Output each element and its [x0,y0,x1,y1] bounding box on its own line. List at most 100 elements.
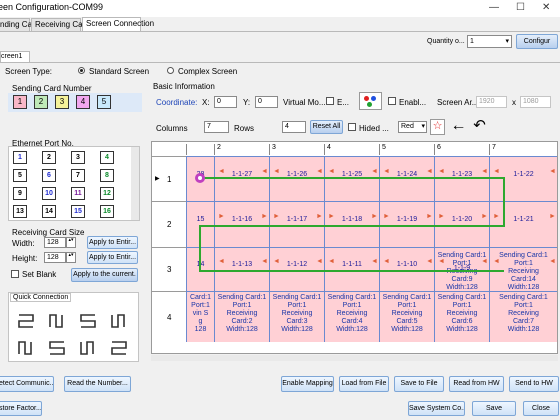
ethernet-port-button-11[interactable]: 11 [71,187,85,200]
quick-connection-pattern-icon[interactable] [48,313,66,331]
ethernet-scrollbar[interactable] [131,147,139,220]
set-blank-checkbox[interactable] [11,270,19,278]
configure-button[interactable]: Configur [516,34,558,49]
quantity-select[interactable]: 1 ▾ [467,35,512,48]
grid-cell[interactable]: 1-1-12 ◄ ◄ [269,247,324,291]
star-icon[interactable]: ☆ [430,119,445,135]
sending-card-button-1[interactable]: 1 [13,95,27,109]
virtual-mode-checkbox[interactable] [326,97,334,105]
grid-cell[interactable]: Sending Card:1 Port:1 Receiving Card:14 Widt… [489,247,557,291]
quick-connection-pattern-icon[interactable] [110,340,128,358]
grid-cell[interactable]: 1-1-11 ◄ ◄ [324,247,379,291]
grid-cell[interactable]: 1-1-17 ► ► [269,201,324,247]
sending-card-button-4[interactable]: 4 [76,95,90,109]
quick-connection-pattern-icon[interactable] [17,340,35,358]
grid-horizontal-scrollbar[interactable] [151,355,558,361]
quick-connection-pattern-icon[interactable] [17,313,35,331]
ethernet-port-button-5[interactable]: 5 [13,169,27,182]
subtab-screen1[interactable]: creen1 [0,51,30,63]
save-to-file-button[interactable]: Save to File [394,376,444,392]
grid-cell[interactable]: 1-1-20 ► ► [434,201,489,247]
grid-cell[interactable]: Sending Card:1 Port:1 Receiving Card:4 Width… [324,291,379,343]
arrow-icon: ◄ [316,167,323,175]
tab-sending-card[interactable]: nding Card [0,18,39,31]
y-input[interactable]: 0 [255,96,278,108]
apply-height-button[interactable]: Apply to Entir... [87,251,138,264]
card-width-input[interactable]: 128 [44,237,66,248]
tab-screen-connection[interactable]: Screen Connection [82,17,154,31]
load-from-file-button[interactable]: Load from File [339,376,389,392]
grid-cell[interactable]: Sending Card:1 Port:1 Receiving Card:6 Width… [434,291,489,343]
ethernet-port-button-9[interactable]: 9 [13,187,27,200]
row-header: 3 [152,247,186,291]
color-palette-button[interactable] [359,92,382,110]
save-button[interactable]: Save [472,401,516,416]
sending-card-button-2[interactable]: 2 [34,95,48,109]
grid-cell[interactable]: 1-1-10 ◄ ◄ [379,247,434,291]
read-from-hw-button[interactable]: Read from HW [449,376,504,392]
rows-input[interactable]: 4 [282,121,306,133]
color-select[interactable]: Red ▾ [398,121,427,133]
x-input[interactable]: 0 [214,96,237,108]
read-number-button[interactable]: Read the Number... [64,376,131,392]
standard-screen-radio[interactable] [78,67,85,74]
grid-cell[interactable]: Sending Card:1 Port:1 Receiving Card:7 Width… [489,291,557,343]
back-arrow-icon[interactable]: ← [450,117,467,134]
width-spinner[interactable]: ▴▾ [66,237,76,248]
grid-cell[interactable]: 1-1-21 ► ► [489,201,557,247]
grid-cell[interactable]: 1-1-18 ► ► [324,201,379,247]
sending-card-panel [8,93,142,112]
ethernet-port-button-12[interactable]: 12 [100,187,114,200]
grid-cell[interactable]: Sending Card:1 Port:1 Receiving Card:2 Width… [214,291,269,343]
close-button[interactable]: Close [523,401,559,416]
restore-factory-button[interactable]: store Factor... [0,401,42,416]
minimize-icon[interactable]: — [489,2,499,13]
apply-width-button[interactable]: Apply to Entir... [87,236,138,249]
ethernet-port-button-6[interactable]: 6 [42,169,56,182]
arrow-icon: ◄ [218,167,225,175]
ethernet-port-button-10[interactable]: 10 [42,187,56,200]
ethernet-port-button-7[interactable]: 7 [71,169,85,182]
ethernet-port-button-15[interactable]: 15 [71,205,85,218]
card-height-input[interactable]: 128 [44,252,66,263]
quick-connection-pattern-icon[interactable] [48,340,66,358]
detect-communication-button[interactable]: etect Communic... [0,376,54,392]
ethernet-port-button-3[interactable]: 3 [71,151,85,164]
grid-cell[interactable]: Sending Card:1 Port:1 Receiving Card:5 Width… [379,291,434,343]
ethernet-port-button-8[interactable]: 8 [100,169,114,182]
enable-mapping-button[interactable]: Enable Mapping [281,376,334,392]
save-system-config-button[interactable]: Save System Co... [408,401,465,416]
grid-cell[interactable]: 1-1-9 Sending Card:1 Port:1 Receiving Card:9… [434,247,489,291]
columns-input[interactable]: 7 [204,121,229,133]
sending-card-button-3[interactable]: 3 [55,95,69,109]
ethernet-port-button-4[interactable]: 4 [100,151,114,164]
ethernet-port-button-2[interactable]: 2 [42,151,56,164]
quick-connection-pattern-icon[interactable] [110,313,128,331]
tab-receiving-card[interactable]: Receiving Card [31,18,90,31]
quick-connection-pattern-icon[interactable] [79,340,97,358]
maximize-icon[interactable]: ☐ [516,2,525,13]
grid-cell[interactable]: 1-1-16 ► ► [214,201,269,247]
apply-current-button[interactable]: Apply to the current. [71,268,138,282]
close-window-icon[interactable]: ✕ [542,2,551,13]
cell-info-line: Width:128 [446,326,478,333]
ethernet-port-button-13[interactable]: 13 [13,205,27,218]
quick-connection-pattern-icon[interactable] [79,313,97,331]
send-to-hw-button[interactable]: Send to HW [509,376,559,392]
hidden-checkbox[interactable] [348,123,356,131]
height-spinner[interactable]: ▴▾ [66,252,76,263]
grid-cell[interactable]: Sending Card:1 Port:1 Receiving Card:3 Width… [269,291,324,343]
complex-screen-radio[interactable] [167,67,174,74]
undo-icon[interactable]: ↶ [473,117,486,134]
ethernet-port-button-14[interactable]: 14 [42,205,56,218]
grid-cell[interactable]: 1-1-13 ◄ ◄ [214,247,269,291]
cell-info-line: Width:128 [226,326,258,333]
reset-all-button[interactable]: Reset All [310,120,343,134]
sending-card-button-5[interactable]: 5 [97,95,111,109]
ethernet-port-button-1[interactable]: 1 [13,151,27,164]
ethernet-port-button-16[interactable]: 16 [100,205,114,218]
grid-cell[interactable]: 1-1-19 ► ► [379,201,434,247]
enable-checkbox[interactable] [388,97,396,105]
